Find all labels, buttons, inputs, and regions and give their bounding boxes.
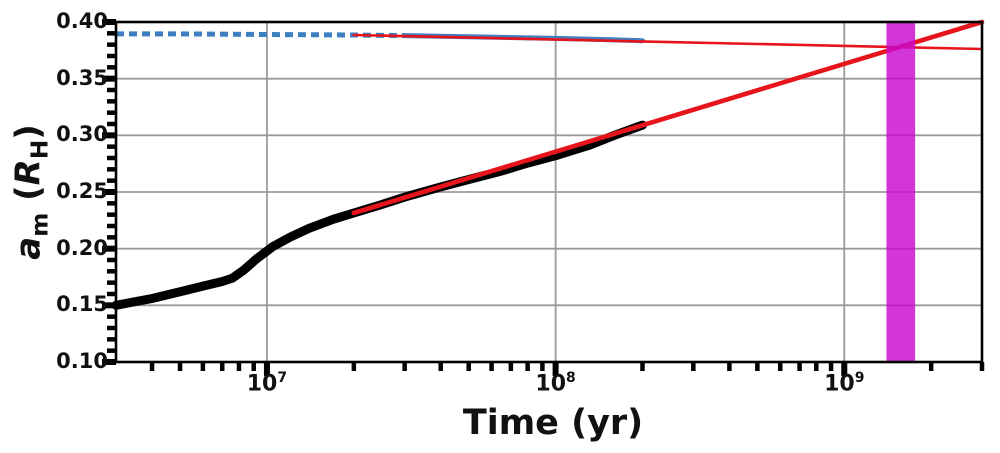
x-tick-label: 107 <box>246 370 288 397</box>
outer-curve-fit-extrapolation <box>352 33 984 51</box>
y-tick-label: 0.25 <box>56 179 108 204</box>
inner-moon-simulation <box>111 120 647 310</box>
ylabel-unit: R <box>8 159 49 186</box>
y-axis-title: am (RH) <box>9 124 54 260</box>
ylabel-variable: a <box>8 236 49 260</box>
y-tick-label: 0.10 <box>56 349 108 374</box>
ylabel-open-paren: ( <box>8 185 49 213</box>
ylabel-unit-subscript: H <box>27 139 54 160</box>
y-tick-label: 0.15 <box>56 292 108 317</box>
ylabel-variable-subscript: m <box>27 212 54 237</box>
x-tick-label: 108 <box>535 370 576 397</box>
x-axis-title: Time (yr) <box>463 403 643 443</box>
y-tick-label: 0.40 <box>56 9 108 34</box>
x-tick-label: 109 <box>824 370 865 397</box>
y-tick-label: 0.35 <box>56 65 108 90</box>
y-tick-label: 0.20 <box>56 235 108 260</box>
inner-moon-fit-extrapolation <box>351 19 985 216</box>
x-axis-title-text: Time (yr) <box>462 403 644 443</box>
y-tick-label: 0.30 <box>56 122 108 147</box>
ylabel-close-paren: ) <box>8 124 49 140</box>
crossing-epoch-band <box>886 22 916 362</box>
